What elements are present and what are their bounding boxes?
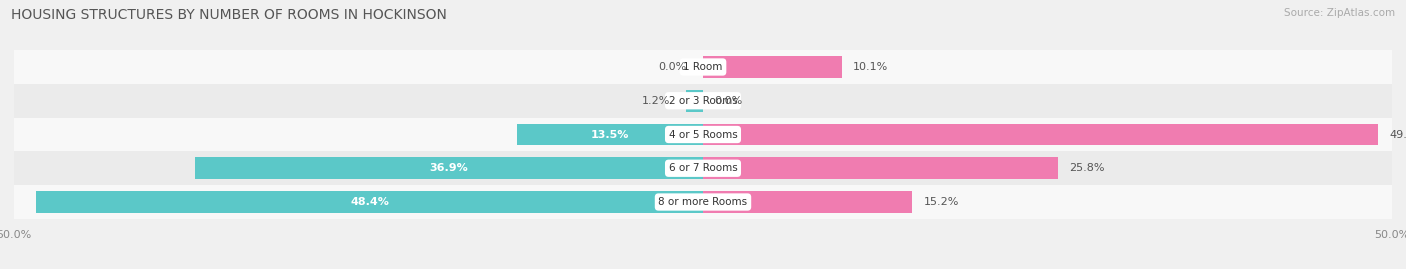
Bar xyxy=(14,84,1392,118)
Text: 36.9%: 36.9% xyxy=(429,163,468,173)
Bar xyxy=(517,123,703,146)
Text: 0.0%: 0.0% xyxy=(658,62,686,72)
Text: 25.8%: 25.8% xyxy=(1070,163,1105,173)
Text: HOUSING STRUCTURES BY NUMBER OF ROOMS IN HOCKINSON: HOUSING STRUCTURES BY NUMBER OF ROOMS IN… xyxy=(11,8,447,22)
Text: 10.1%: 10.1% xyxy=(853,62,889,72)
Bar xyxy=(14,151,1392,185)
Bar xyxy=(14,118,1392,151)
Text: 48.4%: 48.4% xyxy=(350,197,389,207)
Text: 1 Room: 1 Room xyxy=(683,62,723,72)
Text: 15.2%: 15.2% xyxy=(924,197,959,207)
Bar xyxy=(703,157,1059,179)
Text: 13.5%: 13.5% xyxy=(591,129,628,140)
Bar xyxy=(703,191,912,213)
Text: 0.0%: 0.0% xyxy=(714,96,742,106)
Bar xyxy=(14,50,1392,84)
Bar xyxy=(194,157,703,179)
Bar xyxy=(703,56,842,78)
Text: 8 or more Rooms: 8 or more Rooms xyxy=(658,197,748,207)
Text: 4 or 5 Rooms: 4 or 5 Rooms xyxy=(669,129,737,140)
Text: 6 or 7 Rooms: 6 or 7 Rooms xyxy=(669,163,737,173)
Bar xyxy=(703,123,1378,146)
Bar xyxy=(37,191,703,213)
Text: 1.2%: 1.2% xyxy=(641,96,669,106)
Text: Source: ZipAtlas.com: Source: ZipAtlas.com xyxy=(1284,8,1395,18)
Bar xyxy=(686,90,703,112)
Bar xyxy=(14,185,1392,219)
Text: 2 or 3 Rooms: 2 or 3 Rooms xyxy=(669,96,737,106)
Text: 49.0%: 49.0% xyxy=(1389,129,1406,140)
